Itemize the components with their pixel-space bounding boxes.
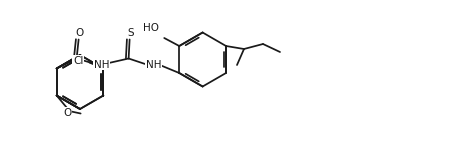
Text: O: O	[64, 107, 72, 118]
Text: O: O	[75, 27, 84, 37]
Text: S: S	[127, 27, 134, 37]
Text: HO: HO	[143, 23, 159, 33]
Text: NH: NH	[94, 60, 110, 70]
Text: NH: NH	[146, 61, 161, 70]
Text: Cl: Cl	[73, 55, 83, 66]
